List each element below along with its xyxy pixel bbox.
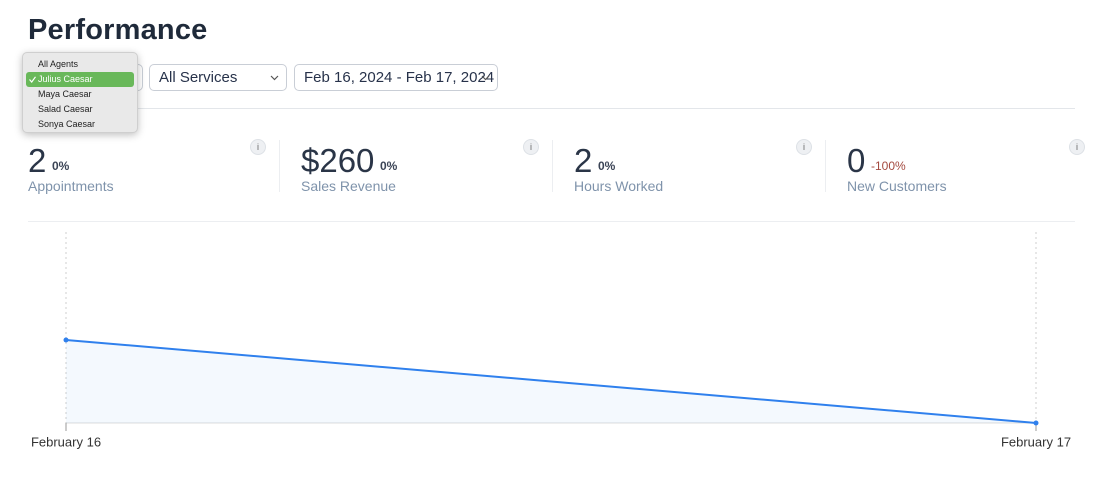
metric-card: 2 0% Hours Worked i — [574, 138, 847, 196]
divider — [28, 221, 1075, 222]
info-icon[interactable]: i — [1069, 139, 1085, 155]
metric-change: 0% — [52, 159, 70, 173]
agent-option-label: Sonya Caesar — [38, 119, 96, 129]
date-value: Feb 16, 2024 - Feb 17, 2024 — [304, 69, 495, 86]
agent-option[interactable]: Salad Caesar — [26, 102, 134, 117]
line — [65, 338, 1037, 424]
metric-label: Sales Revenue — [301, 178, 396, 194]
page-title: Performance — [28, 14, 208, 46]
metric-label: Appointments — [28, 178, 114, 194]
agent-option-label: Maya Caesar — [38, 89, 92, 99]
agent-option[interactable]: Maya Caesar — [26, 87, 134, 102]
agent-option-label: Salad Caesar — [38, 104, 93, 114]
service-select[interactable]: All Services — [149, 64, 287, 91]
info-icon[interactable]: i — [796, 139, 812, 155]
column-divider — [552, 140, 553, 192]
metric-change: 0% — [598, 159, 616, 173]
x-tick-label: February 16 — [31, 434, 101, 449]
metric-change: 0% — [380, 159, 398, 173]
divider — [28, 108, 1075, 109]
agent-option[interactable]: All Agents — [26, 57, 134, 72]
agent-option[interactable]: Julius Caesar — [26, 72, 134, 87]
column-divider — [825, 140, 826, 192]
checkmark — [29, 76, 36, 83]
agent-option-label: Julius Caesar — [38, 74, 93, 84]
agent-option-label: All Agents — [38, 59, 79, 69]
agent-option[interactable]: Sonya Caesar — [26, 117, 134, 132]
service-value: All Services — [159, 69, 238, 86]
metric-value: 2 — [28, 142, 47, 179]
chevron — [481, 75, 490, 81]
info-icon[interactable]: i — [523, 139, 539, 155]
metric-change: -100% — [871, 159, 906, 173]
date-select[interactable]: Feb 16, 2024 - Feb 17, 2024 — [294, 64, 498, 91]
column-divider — [279, 140, 280, 192]
line-point — [1033, 420, 1039, 426]
metric-card: 0 -100% New Customers i — [847, 138, 1105, 196]
agent-dropdown: All Agents Julius Caesar Maya Caesar Salad … — [22, 52, 138, 133]
metric-label: Hours Worked — [574, 178, 664, 194]
chevron — [270, 75, 279, 81]
info-icon[interactable]: i — [250, 139, 266, 155]
x-tick-label: February 17 — [1001, 434, 1071, 449]
metric-value: 2 — [574, 142, 593, 179]
metric-value: 0 — [847, 142, 866, 179]
metric-value: $260 — [301, 142, 375, 179]
metric-card: $260 0% Sales Revenue i — [301, 138, 574, 196]
line-point — [63, 337, 69, 343]
metric-label: New Customers — [847, 178, 947, 194]
metric-card: 2 0% Appointments i — [28, 138, 301, 196]
